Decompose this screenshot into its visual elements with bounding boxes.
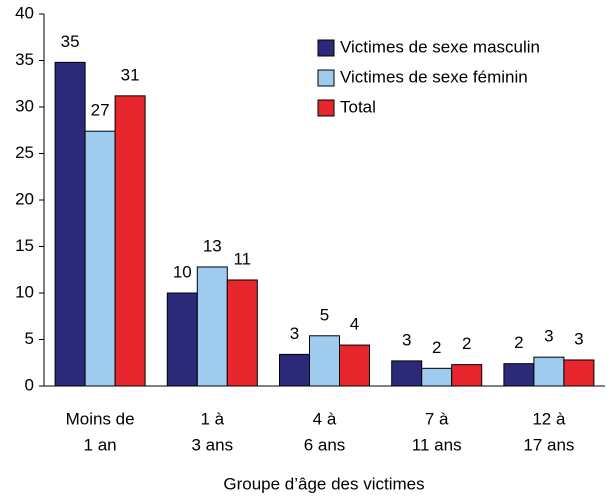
bar <box>391 360 423 387</box>
y-tick-label: 20 <box>15 189 34 208</box>
value-label: 13 <box>203 236 222 255</box>
value-label: 3 <box>544 327 553 346</box>
value-label: 3 <box>402 330 411 349</box>
y-tick-label: 40 <box>15 3 34 22</box>
bar <box>563 359 595 387</box>
value-label: 4 <box>350 315 359 334</box>
bar <box>54 61 86 387</box>
bar <box>309 335 340 387</box>
y-tick-label: 5 <box>25 329 34 348</box>
bar <box>279 353 310 387</box>
bar <box>503 363 535 387</box>
legend-label: Victimes de sexe masculin <box>340 37 540 56</box>
value-label: 11 <box>233 249 251 268</box>
y-tick-label: 0 <box>25 375 34 394</box>
value-label: 2 <box>432 338 441 357</box>
legend-swatch <box>317 99 335 117</box>
bar <box>421 367 453 387</box>
x-tick-label: 1 an <box>84 435 117 454</box>
bar <box>114 95 146 387</box>
bar <box>226 279 258 387</box>
x-tick-label: 4 à <box>313 409 337 428</box>
y-tick-label: 25 <box>15 143 34 162</box>
legend-label: Total <box>340 97 376 116</box>
value-label: 27 <box>91 101 110 120</box>
bar <box>196 266 228 387</box>
y-tick-label: 15 <box>15 236 34 255</box>
x-tick-label: 11 ans <box>412 435 462 454</box>
bar <box>166 292 198 387</box>
value-label: 2 <box>462 334 471 353</box>
x-tick-label: 3 ans <box>192 435 234 454</box>
y-tick-label: 10 <box>15 282 34 301</box>
legend-label: Victimes de sexe féminin <box>340 67 528 86</box>
value-label: 5 <box>320 305 329 324</box>
value-label: 3 <box>290 324 299 343</box>
x-tick-label: Moins de <box>66 409 135 428</box>
y-tick-label: 35 <box>15 50 34 69</box>
bar <box>533 356 565 387</box>
x-tick-label: 7 à <box>425 409 449 428</box>
value-label: 3 <box>574 329 583 348</box>
value-label: 31 <box>121 65 140 84</box>
value-label: 35 <box>61 32 80 51</box>
value-label: 2 <box>514 333 523 352</box>
x-axis-label: Groupe d’âge des victimes <box>223 474 424 493</box>
bar <box>84 130 116 387</box>
legend-swatch <box>317 69 335 87</box>
x-tick-label: 6 ans <box>304 435 346 454</box>
value-label: 10 <box>173 262 192 281</box>
bar <box>451 364 483 387</box>
bar <box>339 344 370 387</box>
y-tick-label: 30 <box>15 96 34 115</box>
x-tick-label: 17 ans <box>523 435 574 454</box>
x-tick-label: 12 à <box>532 409 566 428</box>
x-tick-label: 1 à <box>200 409 224 428</box>
legend-swatch <box>317 39 335 57</box>
